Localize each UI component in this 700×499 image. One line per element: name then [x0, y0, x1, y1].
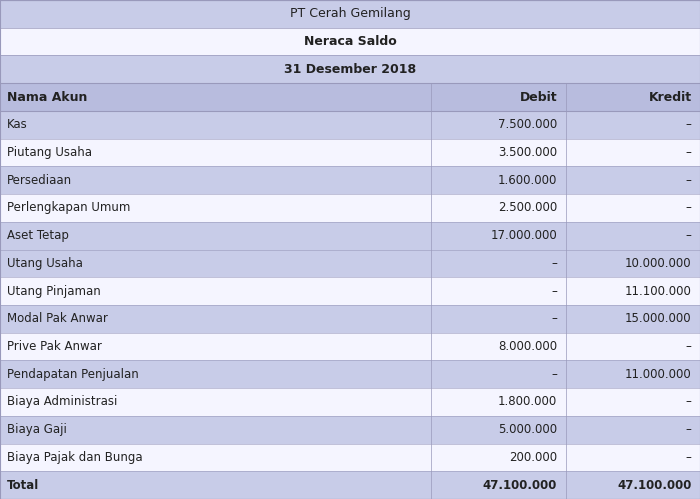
Text: 3.500.000: 3.500.000 [498, 146, 557, 159]
Text: –: – [686, 174, 692, 187]
Text: 11.000.000: 11.000.000 [625, 368, 692, 381]
Bar [0, 444, 700, 471]
Text: –: – [552, 368, 557, 381]
Bar [0, 388, 700, 416]
Bar [0, 471, 700, 499]
Text: –: – [552, 284, 557, 297]
Text: 47.100.000: 47.100.000 [483, 479, 557, 492]
Text: 8.000.000: 8.000.000 [498, 340, 557, 353]
Bar [0, 166, 700, 194]
Text: –: – [686, 146, 692, 159]
Text: 47.100.000: 47.100.000 [617, 479, 692, 492]
Bar [0, 0, 700, 28]
Text: 11.100.000: 11.100.000 [624, 284, 692, 297]
Text: Kredit: Kredit [648, 90, 692, 103]
Bar [0, 360, 700, 388]
Text: Piutang Usaha: Piutang Usaha [7, 146, 92, 159]
Text: –: – [686, 451, 692, 464]
Text: Biaya Pajak dan Bunga: Biaya Pajak dan Bunga [7, 451, 143, 464]
Text: –: – [686, 340, 692, 353]
Text: 10.000.000: 10.000.000 [625, 257, 692, 270]
Bar [0, 416, 700, 444]
Text: 5.000.000: 5.000.000 [498, 423, 557, 436]
Text: –: – [552, 312, 557, 325]
Text: Utang Pinjaman: Utang Pinjaman [7, 284, 101, 297]
Bar [0, 277, 700, 305]
Bar [0, 83, 700, 111]
Text: 15.000.000: 15.000.000 [625, 312, 692, 325]
Bar [0, 333, 700, 360]
Text: 17.000.000: 17.000.000 [491, 229, 557, 242]
Text: Biaya Gaji: Biaya Gaji [7, 423, 67, 436]
Text: –: – [686, 396, 692, 409]
Bar [0, 139, 700, 166]
Text: 1.600.000: 1.600.000 [498, 174, 557, 187]
Text: –: – [686, 229, 692, 242]
Text: 200.000: 200.000 [509, 451, 557, 464]
Text: Perlengkapan Umum: Perlengkapan Umum [7, 202, 130, 215]
Bar [0, 222, 700, 250]
Text: Persediaan: Persediaan [7, 174, 72, 187]
Text: Utang Usaha: Utang Usaha [7, 257, 83, 270]
Text: 2.500.000: 2.500.000 [498, 202, 557, 215]
Text: Prive Pak Anwar: Prive Pak Anwar [7, 340, 102, 353]
Text: Total: Total [7, 479, 39, 492]
Bar [0, 250, 700, 277]
Text: 7.500.000: 7.500.000 [498, 118, 557, 131]
Text: Aset Tetap: Aset Tetap [7, 229, 69, 242]
Text: 31 Desember 2018: 31 Desember 2018 [284, 63, 416, 76]
Text: Pendapatan Penjualan: Pendapatan Penjualan [7, 368, 139, 381]
Bar [0, 55, 700, 83]
Text: Debit: Debit [519, 90, 557, 103]
Text: PT Cerah Gemilang: PT Cerah Gemilang [290, 7, 410, 20]
Bar [0, 305, 700, 333]
Text: Biaya Administrasi: Biaya Administrasi [7, 396, 118, 409]
Text: –: – [686, 202, 692, 215]
Text: Neraca Saldo: Neraca Saldo [304, 35, 396, 48]
Text: Nama Akun: Nama Akun [7, 90, 88, 103]
Bar [0, 111, 700, 139]
Text: Kas: Kas [7, 118, 28, 131]
Bar [0, 28, 700, 55]
Text: –: – [686, 423, 692, 436]
Text: 1.800.000: 1.800.000 [498, 396, 557, 409]
Text: –: – [552, 257, 557, 270]
Text: –: – [686, 118, 692, 131]
Bar [0, 194, 700, 222]
Text: Modal Pak Anwar: Modal Pak Anwar [7, 312, 108, 325]
